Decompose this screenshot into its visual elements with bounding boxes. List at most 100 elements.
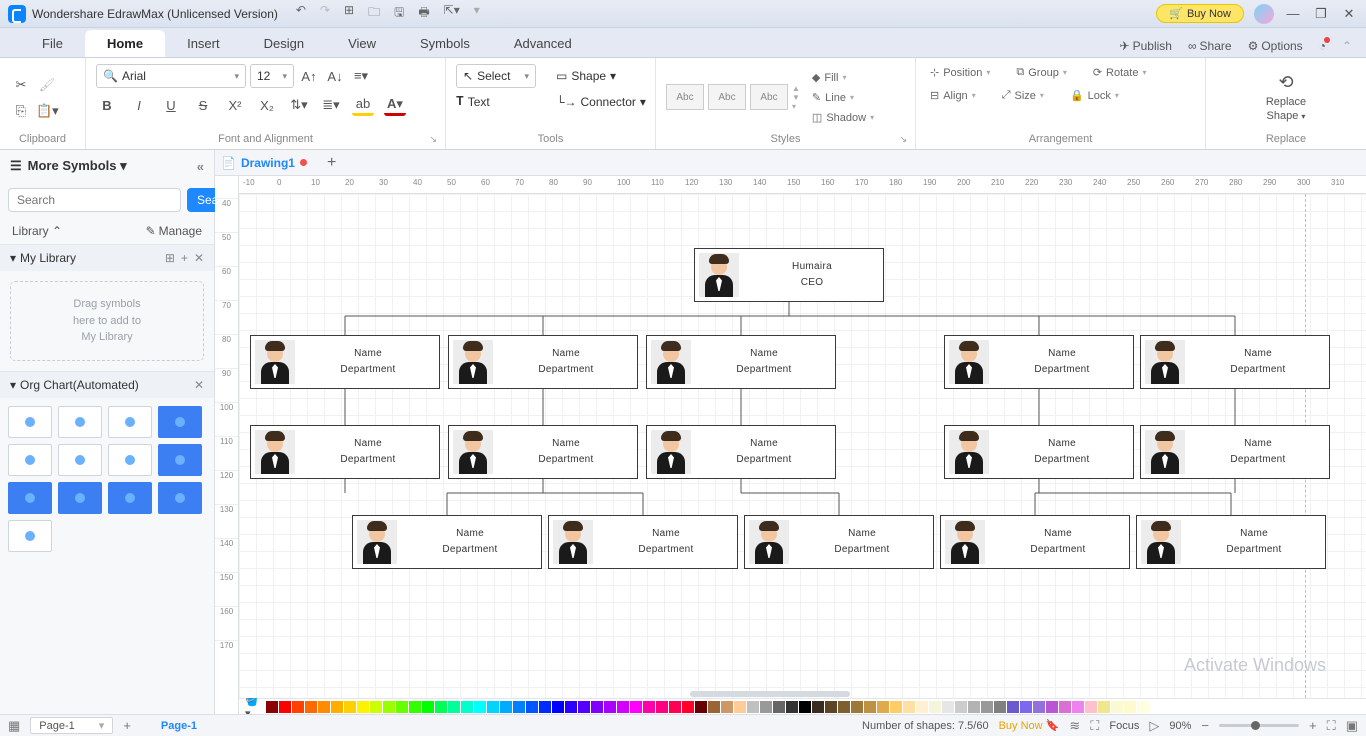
org-node[interactable]: NameDepartment bbox=[944, 425, 1134, 479]
color-swatch[interactable] bbox=[812, 701, 824, 713]
highlight-button[interactable]: ab bbox=[352, 94, 374, 116]
library-toggle[interactable]: Library ⌃ bbox=[12, 224, 62, 238]
menu-tab-view[interactable]: View bbox=[326, 30, 398, 57]
library-drop-zone[interactable]: Drag symbolshere to add toMy Library bbox=[10, 281, 204, 361]
bold-button[interactable]: B bbox=[96, 94, 118, 116]
color-swatch[interactable] bbox=[669, 701, 681, 713]
qat-more-button[interactable]: ▾ bbox=[474, 3, 480, 24]
style-gallery-more[interactable]: ▾ bbox=[792, 102, 800, 111]
rotate-button[interactable]: ⟳ Rotate▾ bbox=[1089, 64, 1151, 81]
org-node[interactable]: NameDepartment bbox=[1136, 515, 1326, 569]
org-node[interactable]: NameDepartment bbox=[548, 515, 738, 569]
color-swatch[interactable] bbox=[864, 701, 876, 713]
page-select[interactable]: Page-1▾ bbox=[30, 717, 113, 734]
color-swatch[interactable] bbox=[1046, 701, 1058, 713]
color-swatch[interactable] bbox=[825, 701, 837, 713]
section-close-icon[interactable]: ✕ bbox=[194, 251, 204, 265]
color-swatch[interactable] bbox=[942, 701, 954, 713]
color-swatch[interactable] bbox=[422, 701, 434, 713]
color-swatch[interactable] bbox=[461, 701, 473, 713]
strikethrough-button[interactable]: S bbox=[192, 94, 214, 116]
color-swatch[interactable] bbox=[1007, 701, 1019, 713]
org-node[interactable]: NameDepartment bbox=[448, 335, 638, 389]
shape-tool-button[interactable]: ▭ Shape ▾ bbox=[556, 69, 616, 83]
menu-tab-advanced[interactable]: Advanced bbox=[492, 30, 594, 57]
replace-shape-button[interactable]: ⟲ ReplaceShape ▾ bbox=[1258, 68, 1314, 126]
zoom-out-button[interactable]: − bbox=[1201, 718, 1209, 733]
status-buy-now[interactable]: Buy Now 🔖 bbox=[999, 719, 1060, 732]
page-tab[interactable]: Page-1 bbox=[161, 720, 197, 732]
color-swatch[interactable] bbox=[981, 701, 993, 713]
zoom-slider[interactable] bbox=[1219, 724, 1299, 727]
line-button[interactable]: ✎ Line▾ bbox=[808, 89, 878, 106]
color-swatch[interactable] bbox=[500, 701, 512, 713]
size-button[interactable]: ⤢ Size▾ bbox=[998, 87, 1048, 104]
new-button[interactable]: ⊞ bbox=[344, 3, 354, 24]
color-swatch[interactable] bbox=[513, 701, 525, 713]
export-button[interactable]: ⇱▾ bbox=[444, 3, 460, 24]
section-close-icon[interactable]: ✕ bbox=[194, 378, 204, 392]
color-swatch[interactable] bbox=[682, 701, 694, 713]
crop-icon[interactable]: ⛶ bbox=[1090, 718, 1099, 734]
minimize-button[interactable]: — bbox=[1284, 6, 1302, 21]
text-tool-button[interactable]: 𝐓 Text bbox=[456, 94, 536, 109]
paste-button[interactable]: 📋▾ bbox=[36, 100, 59, 122]
color-swatch[interactable] bbox=[396, 701, 408, 713]
color-swatch[interactable] bbox=[539, 701, 551, 713]
color-swatch[interactable] bbox=[591, 701, 603, 713]
user-avatar[interactable] bbox=[1254, 4, 1274, 24]
color-swatch[interactable] bbox=[695, 701, 707, 713]
color-swatch[interactable] bbox=[1033, 701, 1045, 713]
styles-dialog-launcher[interactable]: ↘ bbox=[899, 134, 907, 145]
color-swatch[interactable] bbox=[851, 701, 863, 713]
org-node[interactable]: NameDepartment bbox=[1140, 425, 1330, 479]
section-collapse-icon[interactable]: ▾ bbox=[10, 378, 16, 392]
position-button[interactable]: ⊹ Position▾ bbox=[926, 64, 994, 81]
color-swatch[interactable] bbox=[292, 701, 304, 713]
shape-template[interactable] bbox=[108, 482, 152, 514]
style-swatch[interactable]: Abc bbox=[666, 84, 704, 110]
color-swatch[interactable] bbox=[383, 701, 395, 713]
org-node[interactable]: NameDepartment bbox=[944, 335, 1134, 389]
notifications-button[interactable]: ◔ bbox=[1319, 39, 1326, 53]
color-swatch[interactable] bbox=[565, 701, 577, 713]
focus-button[interactable]: Focus bbox=[1109, 720, 1139, 732]
color-swatch[interactable] bbox=[708, 701, 720, 713]
org-node[interactable]: NameDepartment bbox=[250, 425, 440, 479]
align-button[interactable]: ⊟ Align▾ bbox=[926, 87, 980, 104]
color-swatch[interactable] bbox=[799, 701, 811, 713]
subscript-button[interactable]: X₂ bbox=[256, 94, 278, 116]
org-node[interactable]: NameDepartment bbox=[940, 515, 1130, 569]
undo-button[interactable]: ↶ bbox=[296, 3, 306, 24]
color-swatch[interactable] bbox=[877, 701, 889, 713]
italic-button[interactable]: I bbox=[128, 94, 150, 116]
connector-tool-button[interactable]: └→ Connector ▾ bbox=[556, 95, 646, 109]
style-scroll-up[interactable]: ▲ bbox=[792, 84, 800, 93]
color-swatch[interactable] bbox=[773, 701, 785, 713]
shape-template[interactable] bbox=[158, 406, 202, 438]
underline-button[interactable]: U bbox=[160, 94, 182, 116]
shape-template[interactable] bbox=[58, 444, 102, 476]
color-swatch[interactable] bbox=[604, 701, 616, 713]
add-page-button[interactable]: + bbox=[123, 718, 131, 733]
format-painter-button[interactable]: 🖌 bbox=[36, 74, 58, 96]
org-node[interactable]: NameDepartment bbox=[1140, 335, 1330, 389]
menu-tab-file[interactable]: File bbox=[20, 30, 85, 57]
zoom-in-button[interactable]: + bbox=[1309, 718, 1317, 733]
symbol-search-input[interactable] bbox=[8, 188, 181, 212]
color-swatch[interactable] bbox=[890, 701, 902, 713]
collapse-panel-button[interactable]: « bbox=[197, 159, 204, 174]
shape-template[interactable] bbox=[8, 482, 52, 514]
document-tab[interactable]: 📄 Drawing1 bbox=[221, 156, 307, 170]
close-button[interactable]: ✕ bbox=[1340, 6, 1358, 22]
shadow-button[interactable]: ◫ Shadow▾ bbox=[808, 109, 878, 126]
color-swatch[interactable] bbox=[994, 701, 1006, 713]
color-swatch[interactable] bbox=[435, 701, 447, 713]
font-dialog-launcher[interactable]: ↘ bbox=[429, 134, 437, 145]
color-swatch[interactable] bbox=[916, 701, 928, 713]
org-node[interactable]: NameDepartment bbox=[744, 515, 934, 569]
fit-page-icon[interactable]: ⛶ bbox=[1327, 718, 1336, 734]
color-swatch[interactable] bbox=[1111, 701, 1123, 713]
menu-tab-design[interactable]: Design bbox=[242, 30, 326, 57]
color-swatch[interactable] bbox=[617, 701, 629, 713]
